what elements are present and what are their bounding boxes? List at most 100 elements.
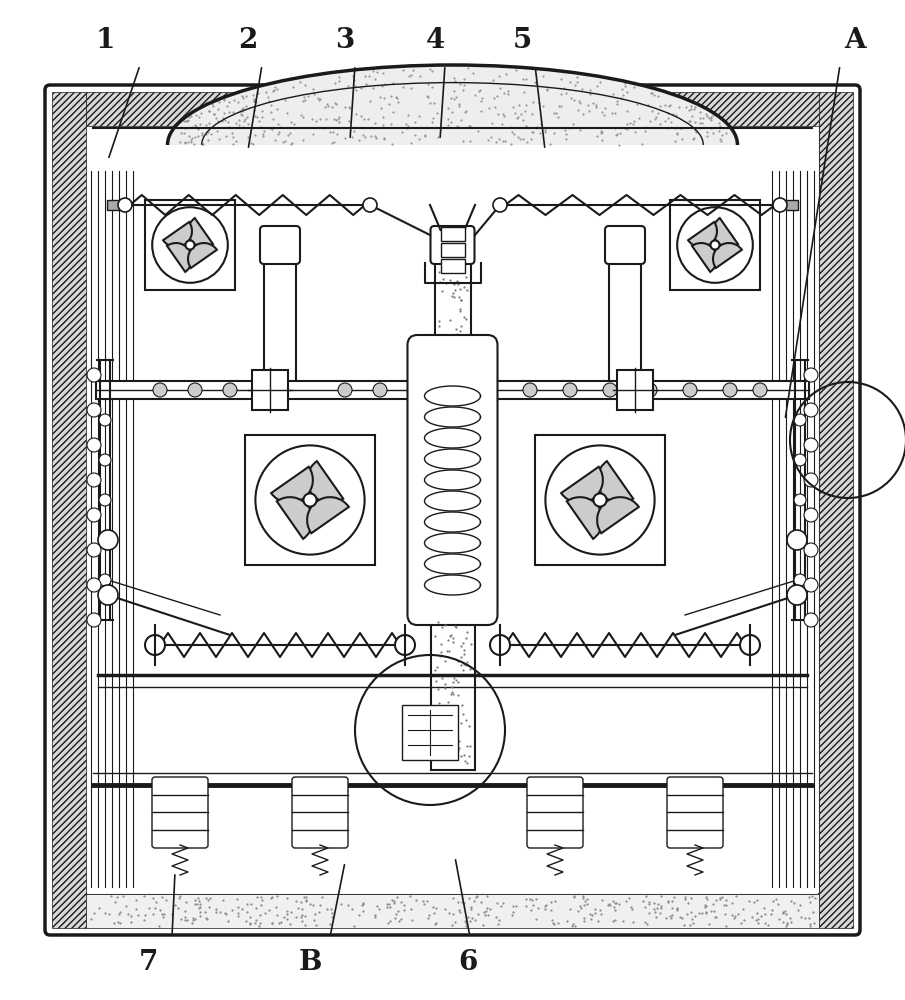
Bar bbox=[245, 435, 375, 565]
Circle shape bbox=[443, 383, 457, 397]
Bar bbox=[441, 227, 464, 241]
Text: 6: 6 bbox=[458, 948, 478, 976]
Circle shape bbox=[483, 383, 497, 397]
Circle shape bbox=[338, 383, 352, 397]
Circle shape bbox=[603, 383, 617, 397]
Bar bbox=[145, 200, 235, 290]
Circle shape bbox=[804, 438, 818, 452]
Circle shape bbox=[804, 613, 818, 627]
Circle shape bbox=[794, 414, 806, 426]
Circle shape bbox=[804, 508, 818, 522]
FancyBboxPatch shape bbox=[605, 226, 645, 264]
Circle shape bbox=[787, 530, 807, 550]
Circle shape bbox=[740, 635, 760, 655]
Circle shape bbox=[773, 198, 787, 212]
Circle shape bbox=[677, 207, 753, 283]
Circle shape bbox=[153, 383, 167, 397]
Circle shape bbox=[99, 574, 111, 586]
Text: 3: 3 bbox=[336, 26, 355, 53]
Circle shape bbox=[373, 383, 387, 397]
FancyBboxPatch shape bbox=[45, 85, 860, 935]
Wedge shape bbox=[713, 243, 742, 268]
Circle shape bbox=[87, 543, 101, 557]
Circle shape bbox=[188, 383, 202, 397]
Circle shape bbox=[99, 454, 111, 466]
FancyBboxPatch shape bbox=[407, 335, 498, 625]
FancyBboxPatch shape bbox=[292, 777, 348, 848]
Circle shape bbox=[98, 530, 118, 550]
Text: 4: 4 bbox=[425, 26, 444, 53]
Circle shape bbox=[152, 207, 228, 283]
Wedge shape bbox=[188, 218, 213, 247]
Wedge shape bbox=[688, 222, 717, 247]
Wedge shape bbox=[188, 243, 217, 268]
Circle shape bbox=[145, 635, 165, 655]
Bar bbox=[96, 381, 809, 399]
Circle shape bbox=[794, 494, 806, 506]
Circle shape bbox=[787, 585, 807, 605]
Circle shape bbox=[255, 445, 365, 555]
Bar bbox=[441, 259, 464, 273]
Circle shape bbox=[186, 240, 195, 250]
Circle shape bbox=[87, 438, 101, 452]
Circle shape bbox=[118, 198, 132, 212]
Bar bbox=[86, 92, 819, 126]
Bar bbox=[264, 255, 296, 395]
Text: A: A bbox=[844, 26, 866, 53]
Circle shape bbox=[546, 445, 654, 555]
FancyBboxPatch shape bbox=[667, 777, 723, 848]
Circle shape bbox=[87, 613, 101, 627]
Circle shape bbox=[723, 383, 737, 397]
Bar bbox=[617, 370, 653, 410]
FancyBboxPatch shape bbox=[527, 777, 583, 848]
FancyBboxPatch shape bbox=[85, 120, 820, 895]
Circle shape bbox=[804, 578, 818, 592]
Bar bbox=[431, 615, 474, 770]
Bar bbox=[441, 243, 464, 257]
Bar bbox=[252, 370, 288, 410]
Wedge shape bbox=[597, 461, 634, 503]
Bar bbox=[786, 200, 798, 210]
Text: B: B bbox=[299, 948, 321, 976]
Circle shape bbox=[303, 493, 317, 507]
Bar bbox=[535, 435, 665, 565]
Circle shape bbox=[223, 383, 237, 397]
Circle shape bbox=[710, 240, 719, 250]
FancyBboxPatch shape bbox=[152, 777, 208, 848]
Wedge shape bbox=[277, 497, 313, 539]
Circle shape bbox=[794, 454, 806, 466]
Polygon shape bbox=[167, 65, 738, 145]
Text: 7: 7 bbox=[138, 948, 157, 976]
FancyBboxPatch shape bbox=[260, 226, 300, 264]
Circle shape bbox=[87, 403, 101, 417]
Circle shape bbox=[594, 493, 606, 507]
Circle shape bbox=[683, 383, 697, 397]
Circle shape bbox=[99, 414, 111, 426]
Bar bbox=[670, 200, 760, 290]
Circle shape bbox=[523, 383, 537, 397]
Circle shape bbox=[99, 534, 111, 546]
Circle shape bbox=[794, 534, 806, 546]
Wedge shape bbox=[163, 222, 192, 247]
Bar bbox=[819, 92, 853, 928]
Wedge shape bbox=[307, 497, 348, 533]
Wedge shape bbox=[561, 467, 603, 503]
Wedge shape bbox=[692, 243, 717, 272]
Circle shape bbox=[408, 383, 422, 397]
Circle shape bbox=[395, 635, 415, 655]
Circle shape bbox=[804, 403, 818, 417]
Bar bbox=[52, 92, 86, 928]
Bar bbox=[434, 255, 471, 640]
Circle shape bbox=[493, 198, 507, 212]
Circle shape bbox=[87, 368, 101, 382]
Text: 5: 5 bbox=[512, 26, 531, 53]
Circle shape bbox=[804, 473, 818, 487]
Wedge shape bbox=[167, 243, 192, 272]
Circle shape bbox=[87, 508, 101, 522]
Circle shape bbox=[794, 574, 806, 586]
Wedge shape bbox=[567, 497, 603, 539]
Wedge shape bbox=[272, 467, 313, 503]
Bar bbox=[402, 705, 458, 760]
Circle shape bbox=[87, 473, 101, 487]
Circle shape bbox=[258, 383, 272, 397]
